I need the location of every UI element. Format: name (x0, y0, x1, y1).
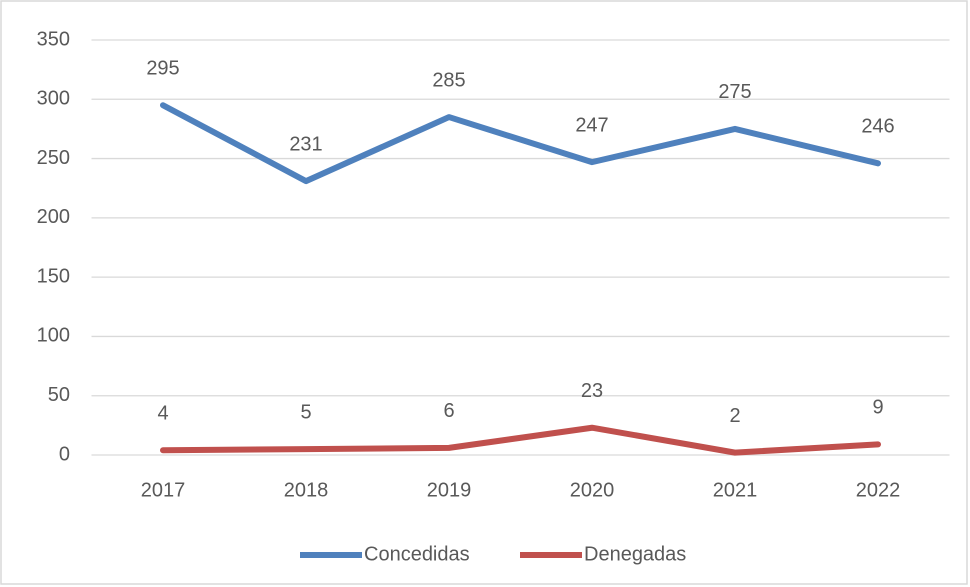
y-tick-label: 150 (37, 265, 70, 287)
x-tick-label: 2021 (713, 479, 758, 501)
y-tick-label: 0 (59, 443, 70, 465)
x-tick-label: 2020 (570, 479, 615, 501)
y-tick-label: 100 (37, 325, 70, 347)
y-tick-label: 200 (37, 206, 70, 228)
data-label: 285 (432, 69, 465, 91)
series-line (160, 424, 881, 456)
x-tick-label: 2018 (284, 479, 329, 501)
y-tick-label: 250 (37, 147, 70, 169)
data-label: 5 (300, 401, 311, 423)
data-label: 246 (861, 116, 894, 138)
series-line (160, 102, 881, 185)
x-tick-label: 2022 (856, 479, 901, 501)
data-label: 6 (443, 400, 454, 422)
data-label: 295 (146, 57, 179, 79)
legend-label: Concedidas (364, 543, 470, 565)
data-label: 4 (157, 403, 168, 425)
x-tick-label: 2019 (427, 479, 472, 501)
data-label: 275 (718, 81, 751, 103)
legend-label: Denegadas (584, 543, 686, 565)
data-label: 23 (581, 380, 603, 402)
data-label: 9 (872, 397, 883, 419)
data-label: 231 (289, 133, 322, 155)
x-tick-label: 2017 (141, 479, 186, 501)
y-tick-label: 50 (48, 384, 70, 406)
data-label: 2 (729, 405, 740, 427)
data-label: 247 (575, 114, 608, 136)
y-tick-label: 300 (37, 88, 70, 110)
y-tick-label: 350 (37, 28, 70, 50)
